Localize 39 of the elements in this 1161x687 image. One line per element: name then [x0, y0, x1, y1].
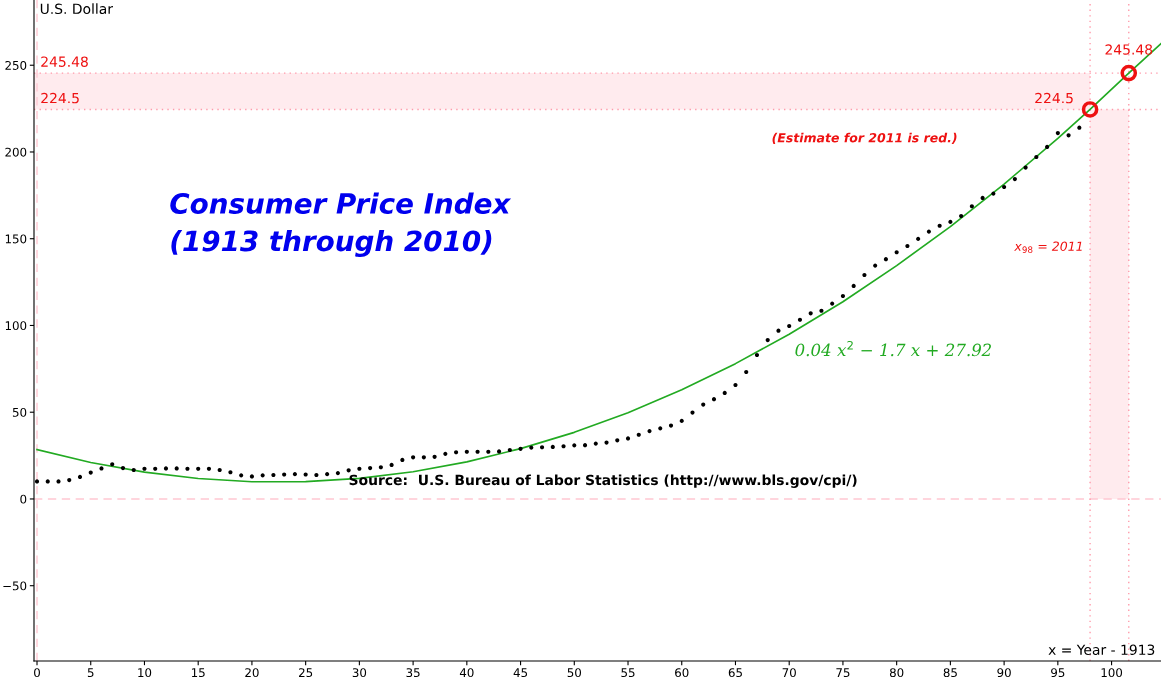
x-tick-label: 80 [889, 668, 904, 678]
annotation: Source: U.S. Bureau of Labor Statistics (http://www.bls.gov/cpi/) [349, 474, 857, 488]
y-tick-label: 250 [5, 60, 27, 70]
y-axis-title: U.S. Dollar [40, 3, 113, 15]
x-tick-label: 55 [621, 668, 635, 678]
x-tick-label: 40 [459, 668, 474, 678]
x-tick-label: 65 [728, 668, 742, 678]
x-tick-label: 10 [138, 668, 152, 678]
x-tick-label: 90 [997, 668, 1011, 678]
annotation: (Estimate for 2011 is red.) [772, 132, 957, 144]
x-tick-label: 100 [1101, 668, 1123, 678]
ref-line-label: x$_{98}$ = 2011 [1014, 241, 1082, 253]
x-tick-label: 50 [567, 668, 582, 678]
data-label: 224.5 [1035, 92, 1073, 104]
x-axis-title: x = Year - 1913 [1048, 644, 1155, 655]
x-tick-label: 75 [836, 668, 850, 678]
ref-line-label: 224.5 [41, 92, 79, 104]
series-label: 0.04 x$^{2}$ − 1.7 x + 27.92 [795, 340, 991, 357]
x-tick-label: 35 [406, 668, 420, 678]
x-tick-label: 95 [1051, 668, 1065, 678]
x-tick-label: 5 [87, 668, 94, 678]
ref-line-label: 245.48 [41, 56, 88, 67]
x-tick-label: 45 [513, 668, 528, 678]
x-tick-label: 60 [675, 668, 689, 678]
x-tick-label: 20 [245, 668, 259, 678]
data-label: 245.48 [1105, 44, 1153, 55]
x-tick-label: 85 [943, 668, 957, 678]
y-tick-label: 50 [12, 407, 27, 417]
x-tick-label: 70 [782, 668, 796, 678]
x-tick-label: 15 [191, 668, 205, 678]
y-tick-label: 150 [5, 234, 27, 244]
y-tick-label: −50 [3, 581, 27, 591]
text: Consumer Price Index (1913 through 2010) [170, 192, 512, 258]
x-tick-label: 0 [34, 668, 40, 678]
y-tick-label: 0 [20, 494, 27, 504]
y-tick-label: 200 [5, 147, 27, 157]
x-tick-label: 25 [299, 668, 313, 678]
y-tick-label: 100 [5, 321, 27, 331]
x-tick-label: 30 [352, 668, 367, 678]
